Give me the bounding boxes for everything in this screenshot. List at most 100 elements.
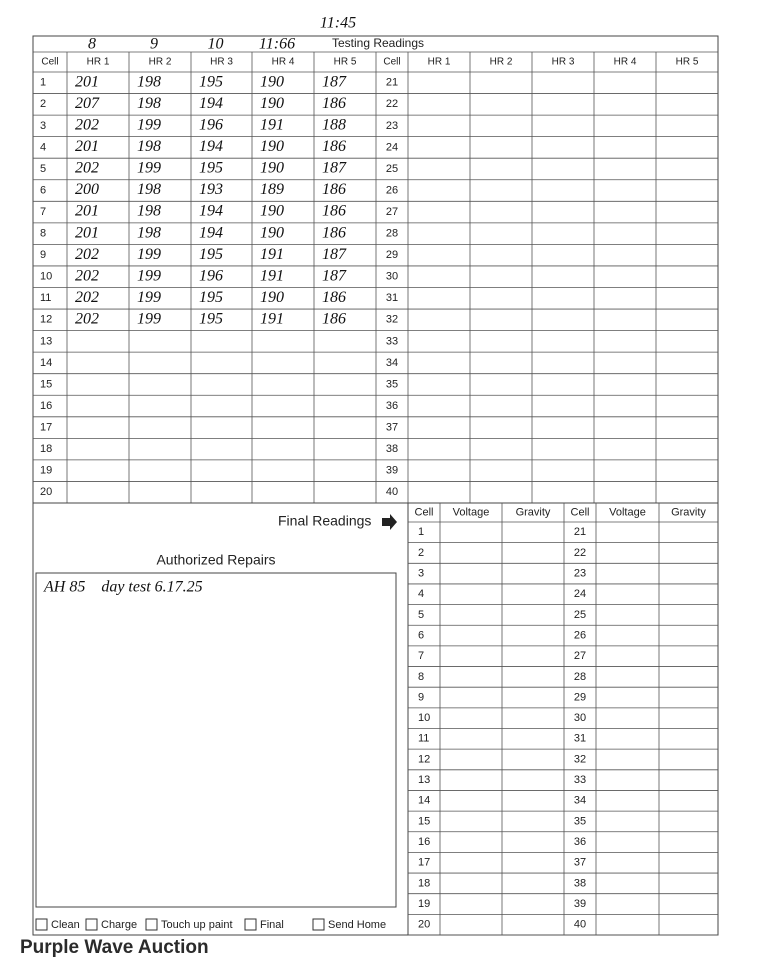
- cell-number: 27: [386, 206, 398, 218]
- cell-number: 8: [40, 228, 46, 240]
- reading: 195: [199, 246, 223, 263]
- handwritten-mark: 11:66: [259, 36, 295, 53]
- cell-number: 20: [418, 919, 430, 931]
- cell-number: 35: [574, 815, 586, 827]
- checkbox-label: Final: [260, 919, 284, 931]
- checkbox: [85, 918, 98, 931]
- reading: 201: [75, 73, 99, 90]
- cell-number: 1: [418, 526, 424, 538]
- cell-number: 31: [386, 292, 398, 304]
- checkbox-label: Send Home: [328, 919, 386, 931]
- column-header: Cell: [41, 57, 58, 68]
- column-header: HR 2: [490, 57, 513, 68]
- cell-number: 39: [386, 465, 398, 477]
- reading: 191: [260, 117, 284, 134]
- reading: 201: [75, 203, 99, 220]
- reading: 186: [322, 181, 346, 198]
- reading: 202: [75, 246, 99, 263]
- reading: 198: [137, 95, 161, 112]
- cell-number: 25: [386, 163, 398, 175]
- reading: 186: [322, 289, 346, 306]
- reading: 202: [75, 289, 99, 306]
- reading: 191: [260, 310, 284, 327]
- reading: 199: [137, 289, 161, 306]
- reading: 199: [137, 267, 161, 284]
- column-header: HR 3: [210, 57, 233, 68]
- column-header: HR 3: [552, 57, 575, 68]
- reading: 190: [260, 289, 284, 306]
- reading: 190: [260, 160, 284, 177]
- cell-number: 33: [386, 335, 398, 347]
- repairs-note: AH 85 day test 6.17.25: [43, 579, 203, 596]
- checkbox-label: Clean: [51, 919, 80, 931]
- cell-number: 21: [386, 77, 398, 89]
- reading: 196: [199, 267, 223, 284]
- cell-number: 10: [418, 712, 430, 724]
- final-readings-label: Final Readings: [278, 513, 371, 529]
- cell-number: 28: [574, 671, 586, 683]
- column-header: HR 2: [149, 57, 172, 68]
- cell-number: 29: [386, 249, 398, 261]
- cell-number: 14: [418, 795, 430, 807]
- reading: 186: [322, 310, 346, 327]
- reading: 202: [75, 160, 99, 177]
- cell-number: 7: [418, 650, 424, 662]
- reading: 195: [199, 310, 223, 327]
- reading: 186: [322, 138, 346, 155]
- reading: 186: [322, 203, 346, 220]
- reading: 198: [137, 224, 161, 241]
- cell-number: 39: [574, 898, 586, 910]
- cell-number: 2: [418, 547, 424, 559]
- cell-number: 12: [418, 753, 430, 765]
- reading: 199: [137, 117, 161, 134]
- reading: 199: [137, 160, 161, 177]
- cell-number: 5: [418, 609, 424, 621]
- cell-number: 14: [40, 357, 52, 369]
- cell-number: 17: [418, 857, 430, 869]
- repairs-title: Authorized Repairs: [156, 552, 275, 568]
- reading: 202: [75, 267, 99, 284]
- cell-number: 30: [386, 271, 398, 283]
- cell-number: 40: [574, 919, 586, 931]
- cell-number: 19: [418, 898, 430, 910]
- cell-number: 26: [386, 184, 398, 196]
- cell-number: 38: [386, 443, 398, 455]
- watermark: Purple Wave Auction: [20, 937, 209, 958]
- cell-number: 17: [40, 421, 52, 433]
- cell-number: 6: [40, 184, 46, 196]
- cell-number: 24: [386, 141, 398, 153]
- cell-number: 28: [386, 228, 398, 240]
- reading: 191: [260, 267, 284, 284]
- cell-number: 29: [574, 691, 586, 703]
- reading: 199: [137, 310, 161, 327]
- reading: 198: [137, 181, 161, 198]
- cell-number: 35: [386, 378, 398, 390]
- cell-number: 7: [40, 206, 46, 218]
- reading: 202: [75, 117, 99, 134]
- cell-number: 30: [574, 712, 586, 724]
- reading: 190: [260, 224, 284, 241]
- cell-number: 23: [574, 568, 586, 580]
- reading: 202: [75, 310, 99, 327]
- reading: 200: [75, 181, 99, 198]
- cell-number: 2: [40, 98, 46, 110]
- column-header: Voltage: [453, 506, 490, 518]
- reading: 189: [260, 181, 284, 198]
- cell-number: 26: [574, 629, 586, 641]
- reading: 195: [199, 160, 223, 177]
- cell-number: 12: [40, 314, 52, 326]
- cell-number: 15: [418, 815, 430, 827]
- reading: 190: [260, 95, 284, 112]
- cell-number: 16: [418, 836, 430, 848]
- cell-number: 34: [386, 357, 398, 369]
- cell-number: 9: [418, 691, 424, 703]
- cell-number: 3: [418, 568, 424, 580]
- reading: 194: [199, 203, 223, 220]
- checkbox: [312, 918, 325, 931]
- cell-number: 18: [418, 877, 430, 889]
- column-header: Cell: [383, 57, 400, 68]
- cell-number: 16: [40, 400, 52, 412]
- cell-number: 25: [574, 609, 586, 621]
